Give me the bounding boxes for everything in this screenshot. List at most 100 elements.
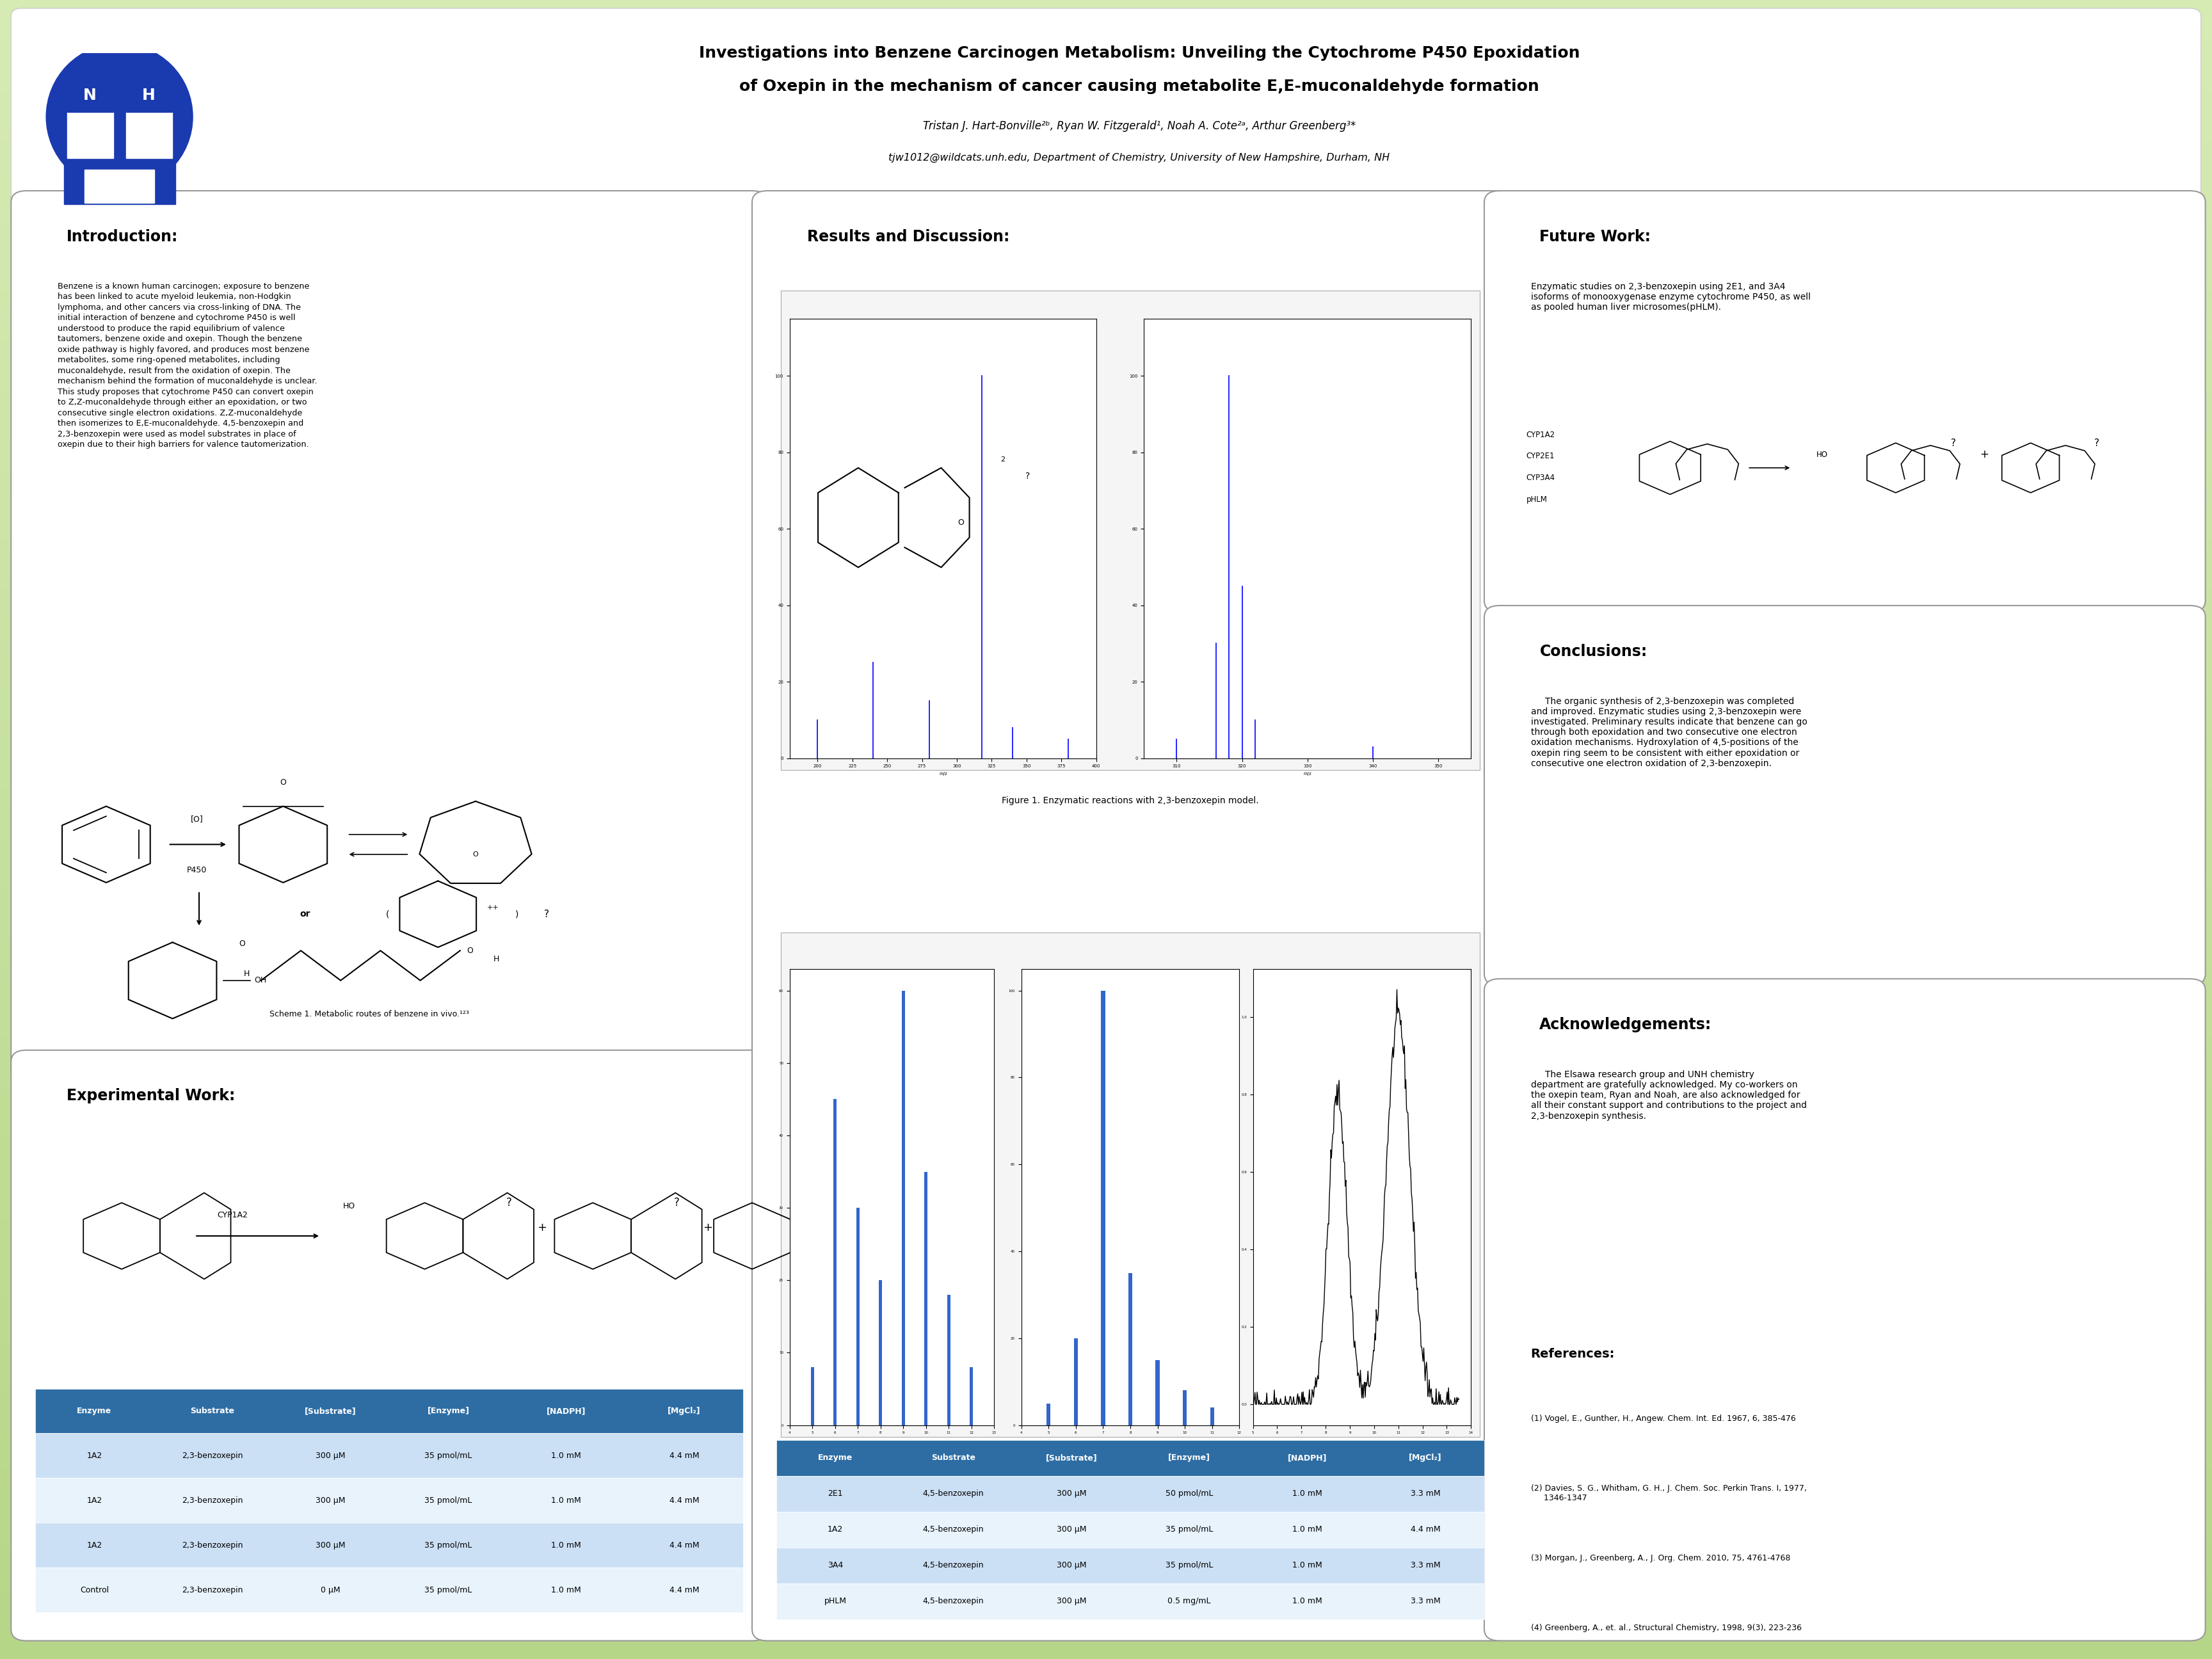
Bar (0, 871, 2212, 879)
Bar (126, 113, 173, 158)
Text: 300 μM: 300 μM (1057, 1598, 1086, 1606)
Bar (0, 1302, 2212, 1311)
Text: 4,5-benzoxepin: 4,5-benzoxepin (922, 1490, 984, 1498)
Bar (0, 1452, 2212, 1460)
Bar (0, 0, 2212, 8)
Bar (0, 498, 2212, 506)
Bar (0, 1394, 2212, 1402)
Bar (0, 174, 2212, 182)
Text: 1A2: 1A2 (86, 1541, 102, 1550)
Text: 1.0 mM: 1.0 mM (551, 1586, 582, 1594)
Bar (0, 1510, 2212, 1518)
Text: 4,5-benzoxepin: 4,5-benzoxepin (922, 1561, 984, 1569)
Text: 0.5 mg/mL: 0.5 mg/mL (1168, 1598, 1210, 1606)
Bar (0, 224, 2212, 232)
FancyBboxPatch shape (35, 1389, 743, 1433)
Bar (0, 514, 2212, 523)
Bar (0, 1435, 2212, 1443)
Text: 4.4 mM: 4.4 mM (670, 1452, 699, 1460)
Text: 3.3 mM: 3.3 mM (1411, 1490, 1440, 1498)
Text: 35 pmol/mL: 35 pmol/mL (425, 1496, 471, 1505)
FancyBboxPatch shape (776, 1583, 1484, 1619)
Bar (0, 489, 2212, 498)
Bar (0, 423, 2212, 431)
Bar (0, 730, 2212, 738)
Bar (0, 830, 2212, 838)
Bar (0, 299, 2212, 307)
Bar (0, 415, 2212, 423)
Bar (0, 597, 2212, 606)
Bar (0, 506, 2212, 514)
Bar (0, 1244, 2212, 1253)
Bar (0, 324, 2212, 332)
Text: Conclusions:: Conclusions: (1540, 644, 1648, 659)
Bar (0, 1145, 2212, 1153)
Bar (0, 473, 2212, 481)
Bar (0, 1228, 2212, 1236)
Bar (0, 523, 2212, 531)
Text: Results and Discussion:: Results and Discussion: (807, 229, 1011, 244)
Bar (0, 17, 2212, 25)
Bar (0, 133, 2212, 141)
Text: 0 μM: 0 μM (321, 1586, 341, 1594)
Bar (0, 1062, 2212, 1070)
Bar (0, 954, 2212, 962)
Text: CYP3A4: CYP3A4 (1526, 473, 1555, 483)
Bar (0, 796, 2212, 805)
Bar (66, 70, 113, 113)
Text: CYP1A2: CYP1A2 (1526, 430, 1555, 440)
Text: 50 pmol/mL: 50 pmol/mL (1166, 1490, 1212, 1498)
Text: [MgCl₂]: [MgCl₂] (1409, 1453, 1442, 1462)
Bar (0, 614, 2212, 622)
Text: 35 pmol/mL: 35 pmol/mL (425, 1586, 471, 1594)
Bar (0, 1568, 2212, 1576)
Bar (0, 1095, 2212, 1103)
Bar (0, 581, 2212, 589)
Bar (0, 680, 2212, 688)
Bar (0, 1576, 2212, 1584)
Bar (0, 1286, 2212, 1294)
Bar (0, 1269, 2212, 1277)
Bar (0, 1194, 2212, 1203)
Text: pHLM: pHLM (825, 1598, 847, 1606)
Bar (0, 1078, 2212, 1087)
Bar (0, 713, 2212, 722)
Bar (0, 1369, 2212, 1377)
Bar (0, 647, 2212, 655)
Text: pHLM: pHLM (1526, 494, 1548, 504)
Bar (0, 879, 2212, 888)
Text: or: or (301, 909, 310, 919)
FancyBboxPatch shape (1484, 979, 2205, 1641)
Text: 1A2: 1A2 (827, 1525, 843, 1535)
FancyBboxPatch shape (776, 1511, 1484, 1548)
Bar (0, 1178, 2212, 1186)
Text: 1.0 mM: 1.0 mM (551, 1452, 582, 1460)
Text: O: O (473, 851, 478, 858)
FancyBboxPatch shape (11, 1050, 768, 1641)
Bar (0, 1634, 2212, 1642)
Bar (0, 863, 2212, 871)
Text: ?: ? (675, 1198, 679, 1208)
Text: tjw1012@wildcats.unh.edu, Department of Chemistry, University of New Hampshire, : tjw1012@wildcats.unh.edu, Department of … (889, 153, 1389, 163)
Bar (0, 41, 2212, 50)
Bar (0, 1609, 2212, 1618)
Bar (0, 257, 2212, 265)
Bar (0, 33, 2212, 41)
Text: Investigations into Benzene Carcinogen Metabolism: Unveiling the Cytochrome P450: Investigations into Benzene Carcinogen M… (699, 45, 1579, 61)
Bar (0, 937, 2212, 946)
Bar (0, 1037, 2212, 1045)
Bar (0, 1535, 2212, 1543)
Bar (0, 390, 2212, 398)
Bar (0, 1103, 2212, 1112)
Bar (0, 1112, 2212, 1120)
Bar (0, 1584, 2212, 1593)
Text: (2) Davies, S. G., Whitham, G. H., J. Chem. Soc. Perkin Trans. I, 1977,
     134: (2) Davies, S. G., Whitham, G. H., J. Ch… (1531, 1485, 1807, 1501)
Bar (0, 166, 2212, 174)
Bar (0, 995, 2212, 1004)
Bar (0, 1501, 2212, 1510)
Text: H: H (142, 88, 155, 103)
Bar (0, 340, 2212, 348)
Text: HO: HO (343, 1201, 356, 1211)
FancyBboxPatch shape (1484, 191, 2205, 612)
Text: [Enzyme]: [Enzyme] (427, 1407, 469, 1415)
